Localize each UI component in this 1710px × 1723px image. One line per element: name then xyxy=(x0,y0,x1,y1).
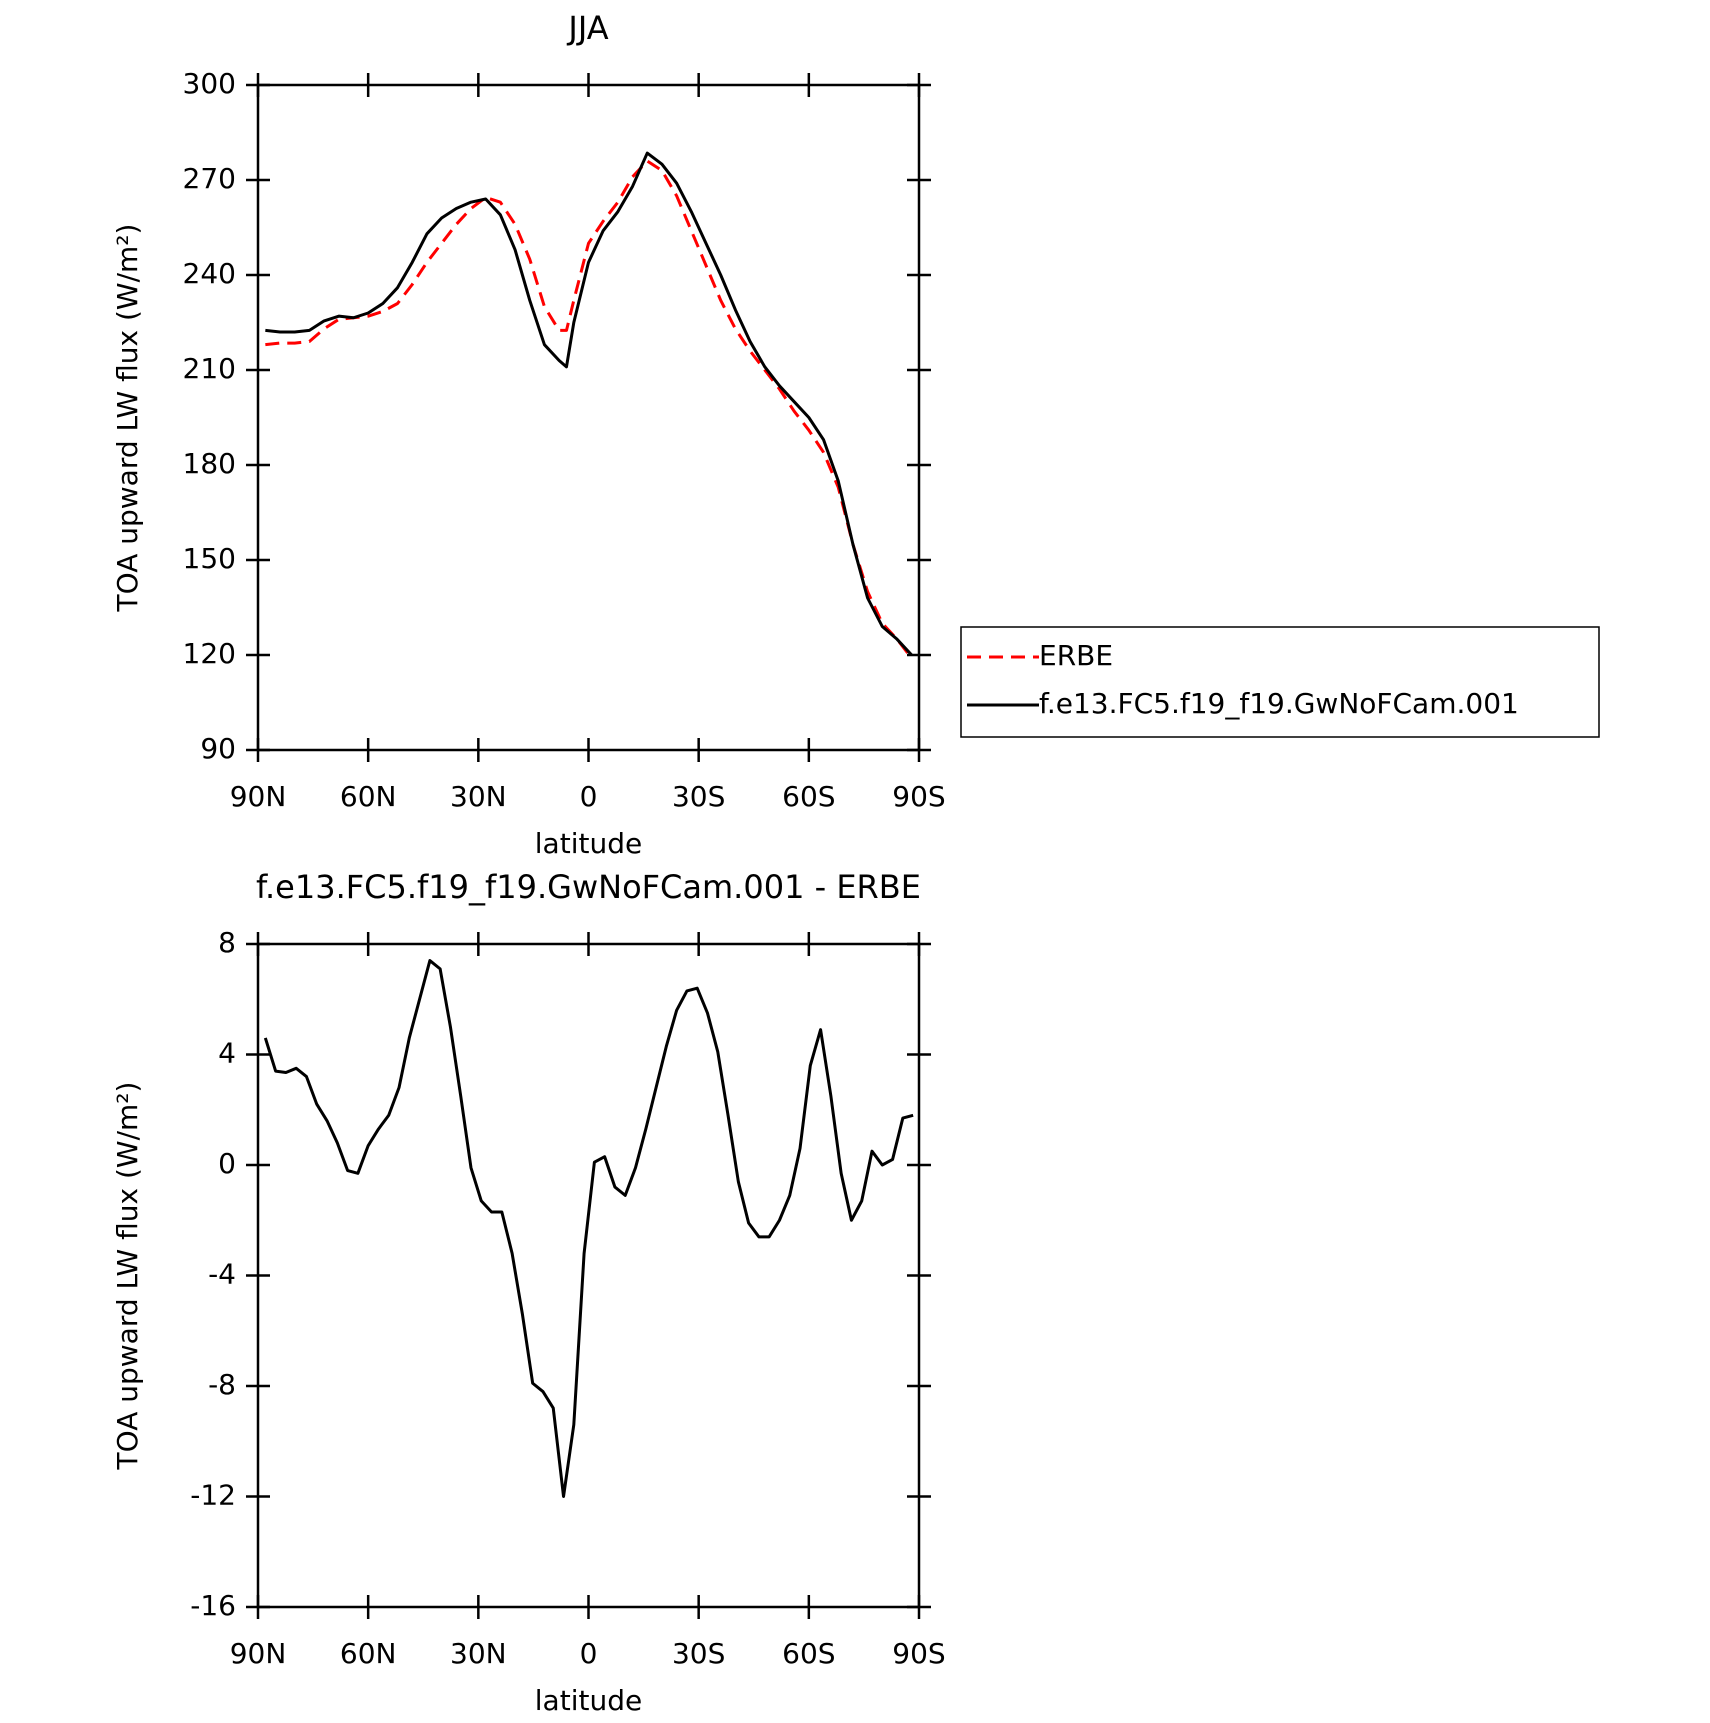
y-tick-label: -16 xyxy=(190,1589,236,1622)
x-axis-label: latitude xyxy=(535,1684,642,1717)
y-tick-label: 120 xyxy=(183,637,236,670)
chart-title: JJA xyxy=(566,9,608,47)
plot-frame xyxy=(256,942,921,1609)
y-tick-label: 240 xyxy=(183,257,236,290)
x-tick-label: 90S xyxy=(892,780,945,813)
x-tick-label: 90N xyxy=(230,780,287,813)
x-tick-label: 90N xyxy=(230,1637,287,1670)
y-tick-label: 270 xyxy=(183,162,236,195)
x-tick-label: 60S xyxy=(782,1637,835,1670)
y-tick-label: -4 xyxy=(208,1258,236,1291)
y-tick-label: 180 xyxy=(183,447,236,480)
y-tick-label: 150 xyxy=(183,542,236,575)
y-tick-label: 300 xyxy=(183,67,236,100)
legend: ERBE f.e13.FC5.f19_f19.GwNoFCam.001 xyxy=(960,626,1600,738)
plot-frame xyxy=(256,83,921,752)
legend-box xyxy=(960,626,1600,738)
data-line xyxy=(265,159,913,660)
legend-label: f.e13.FC5.f19_f19.GwNoFCam.001 xyxy=(1039,687,1519,720)
y-tick-label: 4 xyxy=(218,1037,236,1070)
chart-title: f.e13.FC5.f19_f19.GwNoFCam.001 - ERBE xyxy=(256,868,921,906)
x-axis-label: latitude xyxy=(535,827,642,860)
x-tick-label: 60N xyxy=(340,780,397,813)
y-tick-label: 90 xyxy=(200,732,236,765)
x-tick-label: 30S xyxy=(672,1637,725,1670)
x-tick-label: 30S xyxy=(672,780,725,813)
x-tick-label: 60N xyxy=(340,1637,397,1670)
data-line xyxy=(265,151,913,657)
x-tick-label: 30N xyxy=(450,780,507,813)
y-tick-label: 0 xyxy=(218,1147,236,1180)
x-tick-label: 90S xyxy=(892,1637,945,1670)
y-axis-label: TOA upward LW flux (W/m²) xyxy=(111,1082,144,1471)
data-line xyxy=(263,959,914,1498)
x-tick-label: 30N xyxy=(450,1637,507,1670)
x-tick-label: 60S xyxy=(782,780,835,813)
x-tick-label: 0 xyxy=(580,1637,598,1670)
y-axis-label: TOA upward LW flux (W/m²) xyxy=(111,224,144,613)
legend-label: ERBE xyxy=(1039,639,1113,672)
y-tick-label: 8 xyxy=(218,926,236,959)
y-tick-label: 210 xyxy=(183,352,236,385)
x-tick-label: 0 xyxy=(580,780,598,813)
y-tick-label: -8 xyxy=(208,1368,236,1401)
y-tick-label: -12 xyxy=(190,1479,236,1512)
